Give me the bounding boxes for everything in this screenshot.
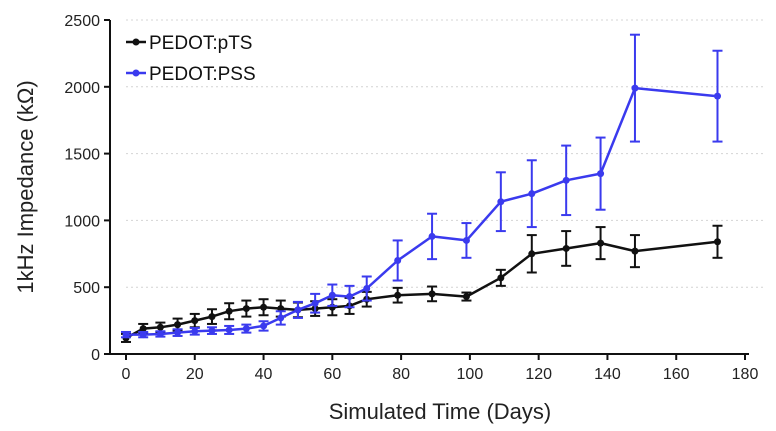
data-point <box>260 303 268 311</box>
data-point <box>208 327 216 335</box>
data-point <box>462 293 470 301</box>
data-point <box>597 239 605 247</box>
data-point <box>139 331 147 339</box>
data-point <box>225 326 233 334</box>
grid-lines <box>126 19 765 288</box>
data-point <box>191 327 199 335</box>
data-point <box>139 325 147 333</box>
data-point <box>394 291 402 299</box>
data-point <box>562 176 570 184</box>
x-tick-label: 120 <box>525 366 552 383</box>
data-point <box>713 92 721 100</box>
data-point <box>428 290 436 298</box>
legend-item: PEDOT:pTS <box>126 33 252 54</box>
data-point <box>713 238 721 246</box>
data-point <box>208 313 216 321</box>
legend-label: PEDOT:PSS <box>149 64 256 85</box>
data-point <box>156 330 164 338</box>
data-point <box>174 329 182 337</box>
data-point <box>462 236 470 244</box>
legend-label: PEDOT:pTS <box>149 33 252 54</box>
data-point <box>191 317 199 325</box>
x-tick-label: 80 <box>392 366 410 383</box>
data-point <box>328 291 336 299</box>
series-1 <box>121 224 723 343</box>
y-axis-label: 1kHz Impedance (kΩ) <box>13 80 38 293</box>
series-2 <box>121 33 723 339</box>
data-point <box>597 170 605 178</box>
data-point <box>122 331 130 339</box>
data-point <box>242 325 250 333</box>
tick-labels: 0 500 1000 1500 2000 2500 0 20 40 60 80 100 120 140 16… <box>64 13 758 383</box>
data-point <box>277 314 285 322</box>
x-tick-label: 20 <box>186 366 204 383</box>
y-tick-label: 500 <box>73 280 100 297</box>
data-point <box>242 305 250 313</box>
axes <box>104 19 749 360</box>
data-point <box>631 247 639 255</box>
data-point <box>346 293 354 301</box>
x-tick-label: 100 <box>457 366 484 383</box>
data-point <box>225 307 233 315</box>
legend-swatch-marker <box>132 38 140 46</box>
y-tick-label: 2000 <box>64 80 100 97</box>
x-tick-label: 40 <box>255 366 273 383</box>
x-tick-label: 180 <box>732 366 759 383</box>
x-tick-label: 160 <box>663 366 690 383</box>
data-point <box>260 322 268 330</box>
data-point <box>631 84 639 92</box>
data-point <box>294 306 302 314</box>
y-tick-label: 1500 <box>64 147 100 164</box>
legend-item: PEDOT:PSS <box>126 64 256 85</box>
data-point <box>562 244 570 252</box>
y-tick-label: 1000 <box>64 213 100 230</box>
data-point <box>528 250 536 258</box>
legend-swatch-marker <box>132 69 140 77</box>
data-point <box>363 285 371 293</box>
series-layer <box>121 33 723 343</box>
data-point <box>497 274 505 282</box>
data-point <box>497 198 505 206</box>
x-tick-label: 60 <box>323 366 341 383</box>
data-point <box>156 323 164 331</box>
x-tick-label: 140 <box>594 366 621 383</box>
series-line <box>126 86 718 336</box>
data-point <box>528 190 536 198</box>
data-point <box>394 256 402 264</box>
legend: PEDOT:pTS PEDOT:PSS <box>126 33 256 85</box>
x-axis-label: Simulated Time (Days) <box>329 399 552 424</box>
data-point <box>174 321 182 329</box>
y-tick-label: 2500 <box>64 13 100 30</box>
x-tick-label: 0 <box>122 366 131 383</box>
y-tick-label: 0 <box>91 347 100 364</box>
data-point <box>428 232 436 240</box>
data-point <box>311 299 319 307</box>
